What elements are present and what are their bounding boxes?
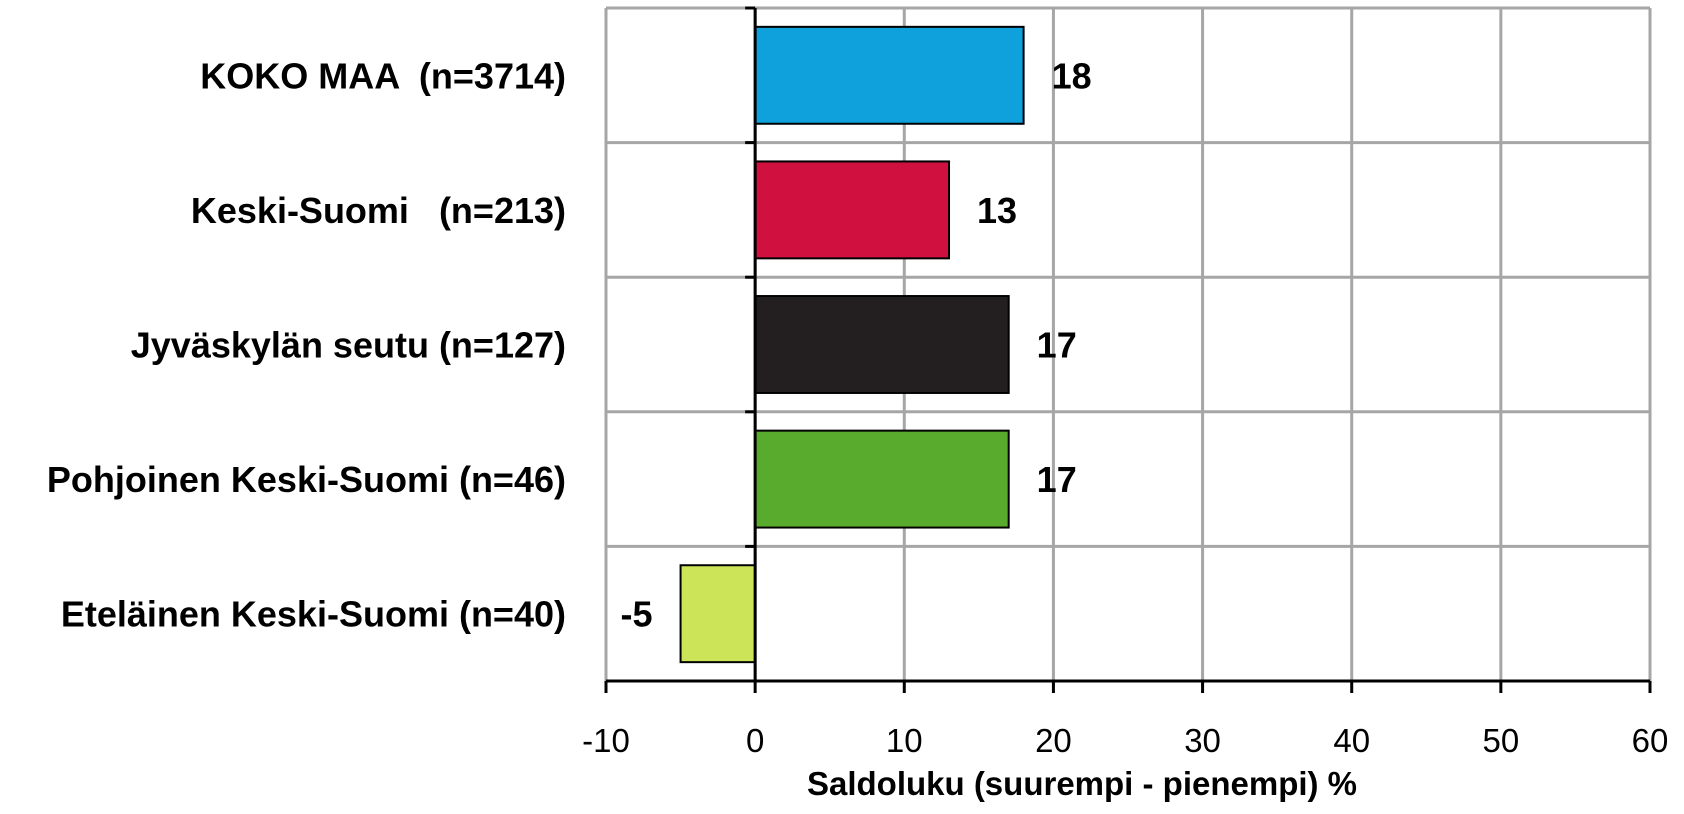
data-label: 18 bbox=[1052, 55, 1092, 96]
category-label: Pohjoinen Keski-Suomi (n=46) bbox=[47, 459, 566, 500]
data-label: -5 bbox=[621, 594, 653, 635]
axes bbox=[604, 6, 1652, 693]
labels: 18 KOKO MAA (n=3714) 13 Keski-Suomi (n=213)… bbox=[47, 55, 1668, 759]
x-tick-label: -10 bbox=[582, 722, 630, 759]
category-label: Keski-Suomi (n=213) bbox=[191, 190, 566, 231]
category-label: KOKO MAA (n=3714) bbox=[200, 55, 566, 96]
x-tick-label: 0 bbox=[746, 722, 764, 759]
bar bbox=[754, 25, 1025, 125]
bar bbox=[754, 295, 1010, 394]
gridlines bbox=[604, 6, 1652, 681]
data-label: 17 bbox=[1037, 459, 1077, 500]
data-label: 17 bbox=[1037, 325, 1077, 366]
bar bbox=[754, 160, 951, 260]
x-tick-label: 50 bbox=[1482, 722, 1519, 759]
x-tick-label: 40 bbox=[1333, 722, 1370, 759]
bar bbox=[754, 429, 1010, 529]
bar bbox=[679, 564, 757, 664]
x-tick-label: 20 bbox=[1035, 722, 1072, 759]
x-axis-title: Saldoluku (suurempi - pienempi) % bbox=[807, 765, 1357, 802]
x-tick-label: 10 bbox=[886, 722, 923, 759]
category-label: Eteläinen Keski-Suomi (n=40) bbox=[61, 594, 566, 635]
x-tick-label: 30 bbox=[1184, 722, 1221, 759]
data-label: 13 bbox=[977, 190, 1017, 231]
category-label: Jyväskylän seutu (n=127) bbox=[131, 325, 566, 366]
bars bbox=[679, 25, 1025, 664]
x-tick-label: 60 bbox=[1632, 722, 1669, 759]
